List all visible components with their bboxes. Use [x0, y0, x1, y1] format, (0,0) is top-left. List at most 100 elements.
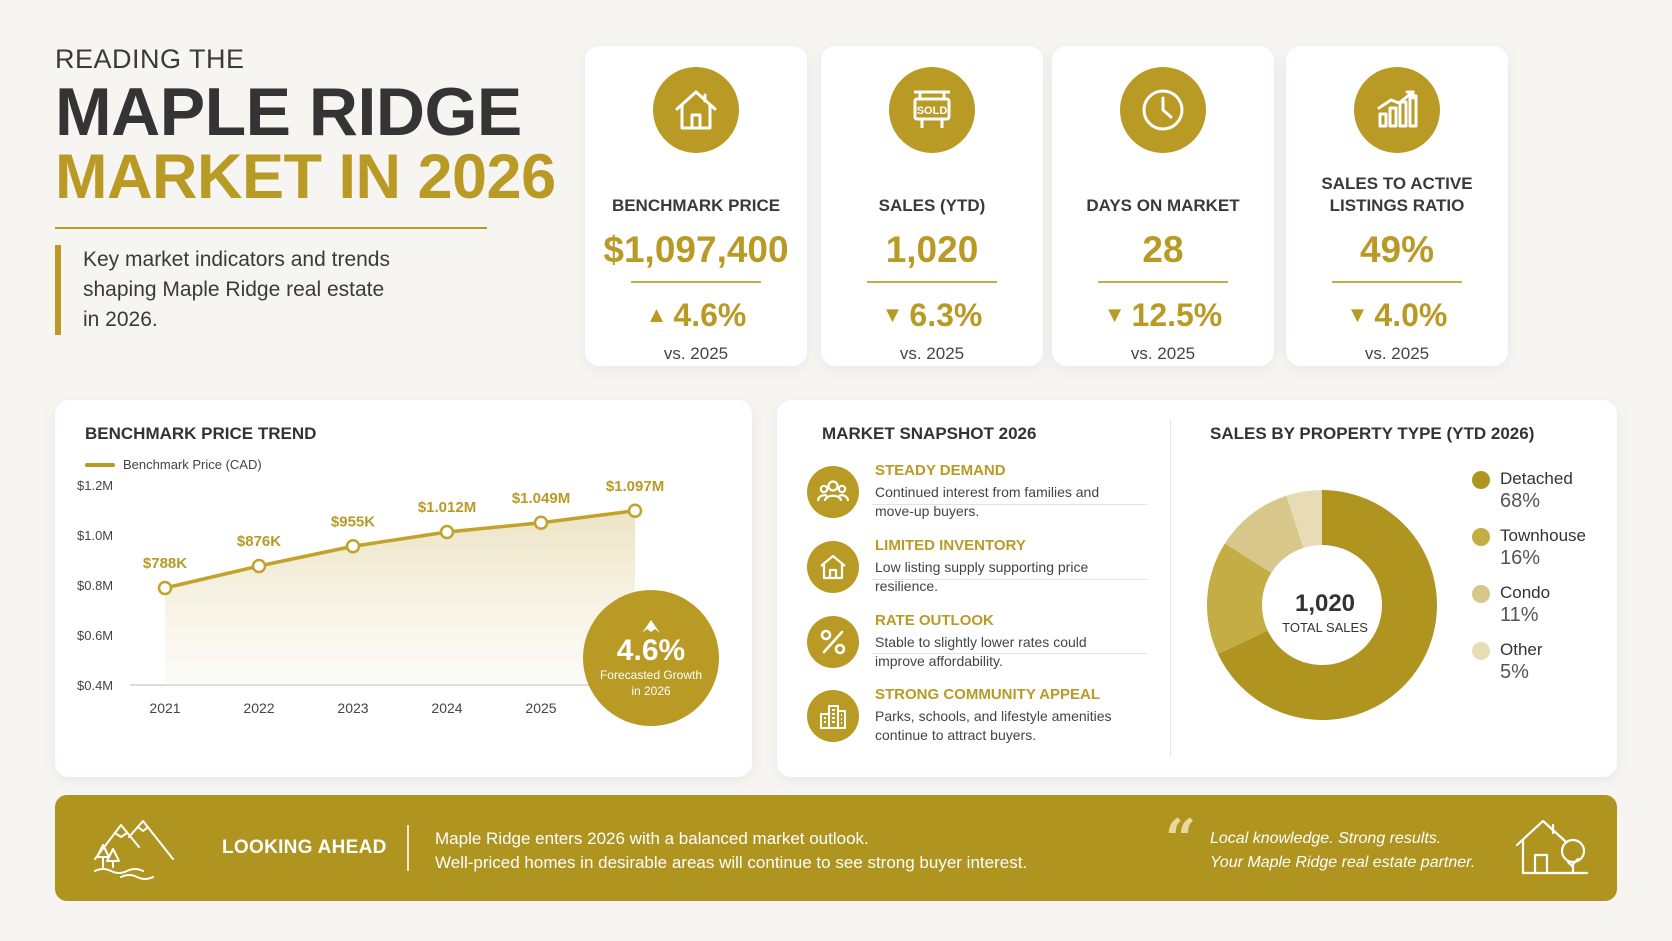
forecast-growth-label: Forecasted Growth in 2026	[599, 668, 703, 698]
x-tick-label: 2021	[149, 700, 180, 716]
legend-item-townhouse: Townhouse 16%	[1472, 525, 1586, 569]
header: READING THE MAPLE RIDGE MARKET IN 2026	[55, 44, 615, 229]
looking-ahead-label: LOOKING AHEAD	[222, 837, 387, 858]
footer-message: Maple Ridge enters 2026 with a balanced …	[435, 827, 1027, 875]
kpi-change: ▲ 4.6%	[585, 297, 807, 334]
clock-icon	[1120, 67, 1206, 153]
price-trend-chart: $0.4M $0.6M $0.8M $1.0M $1.2M 2021 2022 2023 20…	[77, 478, 680, 716]
house-icon	[653, 67, 739, 153]
chart-legend: Benchmark Price (CAD)	[85, 457, 262, 472]
data-point	[533, 515, 549, 530]
kpi-label: SALES TO ACTIVE LISTINGS RATIO	[1321, 174, 1473, 215]
tagline-line1: Local knowledge. Strong results.	[1210, 830, 1442, 847]
vertical-divider	[1170, 420, 1171, 756]
data-label: $1.049M	[512, 490, 570, 507]
donut-slice-condo	[1224, 495, 1304, 573]
data-point	[345, 539, 361, 554]
people-icon	[807, 466, 859, 518]
kpi-value: 28	[1142, 229, 1184, 270]
donut-center: 1,020 TOTAL SALES	[1255, 590, 1395, 635]
chart-title: BENCHMARK PRICE TREND	[85, 424, 317, 443]
kpi-change: ▼ 4.0%	[1286, 297, 1508, 334]
data-label: $876K	[237, 533, 281, 550]
legend-dot	[1472, 471, 1490, 489]
legend-percent: 5%	[1500, 661, 1529, 683]
snapshot-heading: LIMITED INVENTORY	[875, 537, 1026, 554]
divider	[872, 504, 1147, 505]
kpi-compare: vs. 2025	[899, 344, 965, 363]
kpi-label: DAYS ON MARKET	[1086, 196, 1240, 215]
legend-item-condo: Condo 11%	[1472, 582, 1550, 626]
tagline-line2: Your Maple Ridge real estate partner.	[1210, 854, 1476, 871]
x-tick-label: 2023	[337, 700, 368, 716]
legend-item-detached: Detached 68%	[1472, 468, 1573, 512]
svg-text:SOLD: SOLD	[917, 105, 948, 117]
x-tick-label: 2022	[243, 700, 274, 716]
kpi-compare: vs. 2025	[1364, 344, 1430, 363]
x-tick-label: 2025	[525, 700, 556, 716]
looking-ahead-banner: LOOKING AHEAD Maple Ridge enters 2026 wi…	[55, 795, 1617, 901]
kpi-label: BENCHMARK PRICE	[611, 196, 781, 215]
legend-percent: 11%	[1500, 604, 1539, 626]
legend-dot	[1472, 585, 1490, 603]
total-sales-label: TOTAL SALES	[1282, 620, 1368, 635]
title-divider	[55, 227, 487, 229]
data-point	[157, 580, 173, 596]
kpi-divider	[867, 281, 997, 283]
data-label: $955K	[331, 513, 375, 530]
snapshot-heading: STEADY DEMAND	[875, 462, 1006, 479]
snapshot-title: MARKET SNAPSHOT 2026	[822, 424, 1037, 443]
snapshot-heading: STRONG COMMUNITY APPEAL	[875, 686, 1101, 703]
arrow-up-icon: ▲	[645, 302, 668, 327]
y-tick-label: $1.2M	[77, 478, 113, 493]
data-point	[627, 503, 643, 518]
data-label: $788K	[143, 555, 187, 572]
snapshot-body: Continued interest from families and mov…	[875, 484, 1100, 519]
data-label: $1.012M	[418, 499, 476, 516]
kpi-change: ▼ 6.3%	[821, 297, 1043, 334]
kpi-value: 1,020	[885, 229, 979, 270]
legend-percent: 68%	[1500, 490, 1541, 512]
snapshot-item: STEADY DEMAND Continued interest from fa…	[807, 462, 1127, 538]
kpi-change-value: 4.6%	[673, 297, 747, 333]
snapshot-item: STRONG COMMUNITY APPEAL Parks, schools, …	[807, 686, 1127, 762]
legend-name: Other	[1500, 640, 1543, 659]
divider	[872, 653, 1147, 654]
mountains-icon	[94, 820, 174, 880]
quote-icon: “	[1165, 807, 1197, 871]
arrow-down-icon: ▼	[881, 302, 904, 327]
house-tree-icon	[1515, 819, 1589, 875]
bar-chart-icon	[1354, 67, 1440, 153]
house-icon	[807, 541, 859, 593]
footer-message-line1: Maple Ridge enters 2026 with a balanced …	[435, 829, 869, 848]
page-title-line2: MARKET IN 2026	[55, 142, 556, 212]
forecast-growth-value: 4.6%	[616, 634, 686, 667]
price-trend-card: $0.4M $0.6M $0.8M $1.0M $1.2M 2021 2022 2023 20…	[55, 400, 752, 777]
footer-message-line2: Well-priced homes in desirable areas wil…	[435, 853, 1028, 872]
donut-slice-other	[1286, 490, 1322, 548]
legend-name: Detached	[1500, 469, 1573, 488]
legend-item-other: Other 5%	[1472, 639, 1543, 683]
snapshot-heading: RATE OUTLOOK	[875, 612, 994, 629]
page-title-line1: MAPLE RIDGE	[55, 74, 522, 150]
market-snapshot-card: MARKET SNAPSHOT 2026 STEADY DEMAND Conti…	[777, 400, 1617, 777]
y-tick-label: $0.8M	[77, 578, 113, 593]
legend-percent: 16%	[1500, 547, 1541, 569]
y-tick-label: $0.6M	[77, 628, 113, 643]
kpi-compare: vs. 2025	[663, 344, 729, 363]
kpi-change-value: 12.5%	[1131, 297, 1223, 333]
y-tick-label: $0.4M	[77, 678, 113, 693]
kpi-divider	[631, 281, 761, 283]
kpi-change-value: 6.3%	[909, 297, 983, 333]
legend-name: Condo	[1500, 583, 1551, 602]
intro-text: Key market indicators and trends shaping…	[55, 245, 395, 335]
kpi-compare: vs. 2025	[1130, 344, 1196, 363]
legend-name: Townhouse	[1500, 526, 1587, 545]
property-type-donut-chart	[1207, 490, 1437, 720]
kpi-card-benchmark-price: BENCHMARK PRICE $1,097,400 ▲ 4.6% vs. 202…	[585, 46, 807, 366]
data-point	[439, 524, 455, 540]
kpi-label: SALES (YTD)	[878, 196, 986, 215]
donut-title: SALES BY PROPERTY TYPE (YTD 2026)	[1210, 424, 1535, 443]
kpi-card-sales-ytd: SOLD SALES (YTD) 1,020 ▼ 6.3% vs. 2025	[821, 46, 1043, 366]
kpi-card-days-on-market: DAYS ON MARKET 28 ▼ 12.5% vs. 2025	[1052, 46, 1274, 366]
